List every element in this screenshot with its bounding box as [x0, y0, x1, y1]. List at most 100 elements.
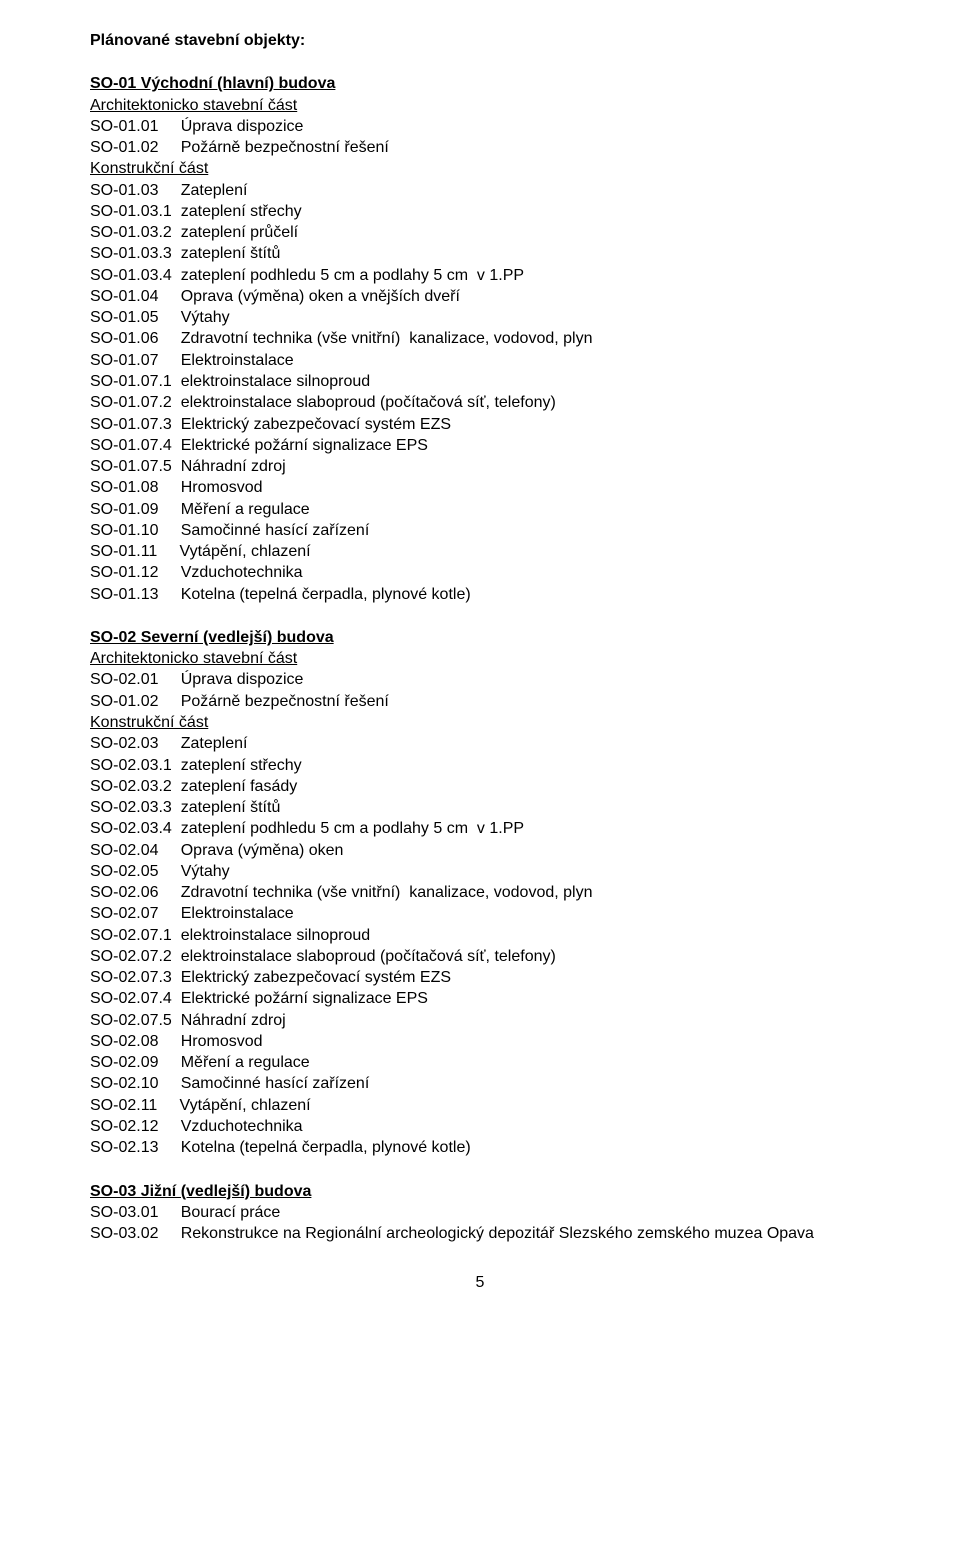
item-code: SO-01.05 [90, 307, 158, 328]
gap [158, 842, 180, 859]
item-code: SO-01.03 [90, 180, 158, 201]
so01-line: SO-01.05 Výtahy [90, 307, 870, 328]
so01-arch-head: Architektonicko stavební část [90, 95, 870, 116]
so01-line: SO-01.03 Zateplení [90, 180, 870, 201]
so01-line: SO-01.09 Měření a regulace [90, 499, 870, 520]
so03-line: SO-03.02 Rekonstrukce na Regionální arch… [90, 1223, 870, 1244]
item-code: SO-01.12 [90, 562, 158, 583]
so02-line: SO-02.07.2 elektroinstalace slaboproud (… [90, 946, 870, 967]
item-code: SO-01.02 [90, 691, 158, 712]
gap [172, 820, 181, 837]
item-code: SO-01.07.5 [90, 456, 172, 477]
item-code: SO-02.13 [90, 1137, 158, 1158]
gap [172, 969, 181, 986]
gap [158, 1204, 180, 1221]
item-text: Úprava dispozice [181, 118, 304, 135]
gap [172, 1012, 181, 1029]
gap [158, 288, 180, 305]
item-text: zateplení podhledu 5 cm a podlahy 5 cm v… [181, 267, 524, 284]
item-text: Oprava (výměna) oken [181, 842, 344, 859]
so02-line: SO-02.03.2 zateplení fasády [90, 776, 870, 797]
so02-line: SO-02.13 Kotelna (tepelná čerpadla, plyn… [90, 1137, 870, 1158]
so03-heading: SO-03 Jižní (vedlejší) budova [90, 1181, 870, 1202]
item-code: SO-02.06 [90, 882, 158, 903]
item-code: SO-02.04 [90, 840, 158, 861]
item-text: Elektrický zabezpečovací systém EZS [181, 969, 451, 986]
so01-line: SO-01.07.5 Náhradní zdroj [90, 456, 870, 477]
item-text: Měření a regulace [181, 1054, 310, 1071]
item-text: Elektrické požární signalizace EPS [181, 990, 428, 1007]
so02-heading: SO-02 Severní (vedlejší) budova [90, 627, 870, 648]
item-code: SO-01.07.3 [90, 414, 172, 435]
document-page: Plánované stavební objekty: SO-01 Východ… [0, 0, 960, 1324]
so01-line: SO-01.06 Zdravotní technika (vše vnitřní… [90, 328, 870, 349]
so02-line: SO-01.02 Požárně bezpečnostní řešení [90, 691, 870, 712]
item-text: Vzduchotechnika [181, 1118, 303, 1135]
gap [172, 927, 181, 944]
gap [158, 501, 180, 518]
gap [158, 693, 180, 710]
so01-line: SO-01.03.1 zateplení střechy [90, 201, 870, 222]
item-text: zateplení štítů [181, 245, 281, 262]
item-code: SO-02.07 [90, 903, 158, 924]
gap [158, 1075, 180, 1092]
gap [172, 267, 181, 284]
so01-line: SO-01.07.4 Elektrické požární signalizac… [90, 435, 870, 456]
so01-line: SO-01.13 Kotelna (tepelná čerpadla, plyn… [90, 584, 870, 605]
gap [172, 799, 181, 816]
gap [172, 990, 181, 1007]
so01-line: SO-01.01 Úprava dispozice [90, 116, 870, 137]
item-text: Elektroinstalace [181, 905, 294, 922]
so02-line: SO-02.04 Oprava (výměna) oken [90, 840, 870, 861]
so02-line: SO-02.07.1 elektroinstalace silnoproud [90, 925, 870, 946]
item-code: SO-01.10 [90, 520, 158, 541]
item-text: Hromosvod [181, 1033, 263, 1050]
so02-line: SO-02.06 Zdravotní technika (vše vnitřní… [90, 882, 870, 903]
so01-line: SO-01.03.2 zateplení průčelí [90, 222, 870, 243]
item-text: Hromosvod [181, 479, 263, 496]
item-code: SO-02.09 [90, 1052, 158, 1073]
item-code: SO-02.01 [90, 669, 158, 690]
item-code: SO-02.03.2 [90, 776, 172, 797]
gap [172, 373, 181, 390]
so03-line: SO-03.01 Bourací práce [90, 1202, 870, 1223]
item-text: Požárně bezpečnostní řešení [181, 693, 389, 710]
so02-line: SO-02.05 Výtahy [90, 861, 870, 882]
so02-arch-head: Architektonicko stavební část [90, 648, 870, 669]
item-text: zateplení štítů [181, 799, 281, 816]
item-text: Vytápění, chlazení [180, 543, 311, 560]
item-text: Elektroinstalace [181, 352, 294, 369]
so02-line: SO-02.10 Samočinné hasící zařízení [90, 1073, 870, 1094]
so02-line: SO-02.03 Zateplení [90, 733, 870, 754]
item-code: SO-01.03.3 [90, 243, 172, 264]
item-text: Samočinné hasící zařízení [181, 1075, 370, 1092]
so02-line: SO-02.03.1 zateplení střechy [90, 755, 870, 776]
item-text: Výtahy [181, 863, 230, 880]
item-code: SO-02.05 [90, 861, 158, 882]
gap [172, 458, 181, 475]
so02-line: SO-02.08 Hromosvod [90, 1031, 870, 1052]
item-code: SO-01.04 [90, 286, 158, 307]
gap [172, 245, 181, 262]
gap [158, 905, 180, 922]
item-text: Úprava dispozice [181, 671, 304, 688]
so01-line: SO-01.02 Požárně bezpečnostní řešení [90, 137, 870, 158]
so01-line: SO-01.03.4 zateplení podhledu 5 cm a pod… [90, 265, 870, 286]
so01-line: SO-01.10 Samočinné hasící zařízení [90, 520, 870, 541]
so02-konstr-head: Konstrukční část [90, 712, 870, 733]
gap [158, 330, 180, 347]
item-text: Měření a regulace [181, 501, 310, 518]
item-code: SO-02.03.4 [90, 818, 172, 839]
item-code: SO-01.07.2 [90, 392, 172, 413]
item-code: SO-03.01 [90, 1202, 158, 1223]
gap [158, 479, 180, 496]
item-text: elektroinstalace slaboproud (počítačová … [181, 394, 556, 411]
item-text: zateplení fasády [181, 778, 298, 795]
gap [158, 352, 180, 369]
item-code: SO-01.07.1 [90, 371, 172, 392]
gap [157, 543, 179, 560]
item-text: Požárně bezpečnostní řešení [181, 139, 389, 156]
item-code: SO-02.07.4 [90, 988, 172, 1009]
item-text: zateplení střechy [181, 757, 302, 774]
so02-line: SO-02.01 Úprava dispozice [90, 669, 870, 690]
